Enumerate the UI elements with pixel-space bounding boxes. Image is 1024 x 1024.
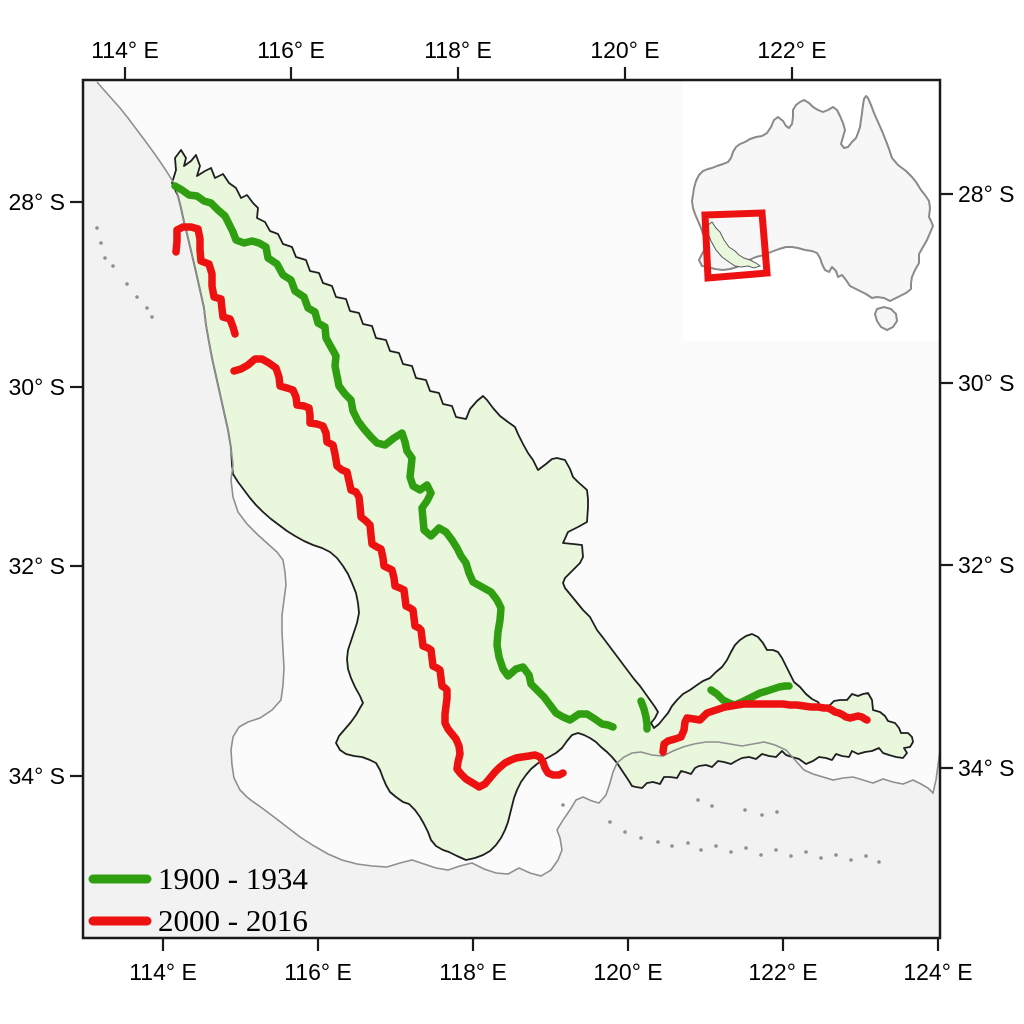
- right-axis-label: 34° S: [958, 755, 1015, 781]
- island-dot: [656, 840, 660, 844]
- boundary-1900-1934: [707, 682, 793, 709]
- island-dot: [834, 853, 838, 857]
- map-frame: [81, 78, 942, 940]
- island-dot: [125, 282, 129, 286]
- island-dot: [864, 854, 868, 858]
- right-axis-label: 32° S: [958, 552, 1015, 578]
- top-axis-label: 122° E: [757, 37, 826, 63]
- bottom-axis-label: 116° E: [284, 959, 352, 985]
- left-axis-label: 32° S: [8, 553, 65, 579]
- left-axis-label: 28° S: [8, 189, 65, 215]
- island-dot: [819, 856, 823, 860]
- top-axis-label: 114° E: [91, 37, 159, 63]
- island-dot: [686, 841, 690, 845]
- right-axis-label: 30° S: [958, 370, 1015, 396]
- island-dot: [103, 256, 107, 260]
- island-dot: [95, 226, 99, 230]
- island-dot: [775, 810, 779, 814]
- bottom-axis-label: 118° E: [439, 959, 507, 985]
- island-dot: [608, 820, 612, 824]
- top-axis-label: 116° E: [257, 37, 325, 63]
- study-region: [171, 149, 914, 861]
- boundary-1900-1934: [171, 182, 617, 731]
- legend-label: 1900 - 1934: [158, 861, 308, 896]
- right-axis-label: 28° S: [958, 181, 1015, 207]
- island-dot: [150, 315, 154, 319]
- bottom-axis-label: 124° E: [903, 959, 972, 985]
- bottom-axis-label: 120° E: [593, 959, 662, 985]
- coastline: [96, 81, 940, 877]
- island-dot: [744, 846, 748, 850]
- island-dot: [729, 850, 733, 854]
- tasmania-outline: [873, 305, 899, 332]
- boundary-2000-2016: [230, 355, 567, 791]
- australia-outline: [691, 95, 934, 302]
- legend-label: 2000 - 2016: [158, 903, 308, 938]
- top-axis-label: 118° E: [424, 37, 492, 63]
- island-dot: [135, 295, 139, 299]
- left-axis-label: 30° S: [8, 374, 65, 400]
- island-dot: [696, 798, 700, 802]
- inset-map: [683, 81, 940, 341]
- island-dot: [699, 848, 703, 852]
- boundary-2000-2016: [172, 223, 239, 338]
- island-dot: [561, 803, 565, 807]
- island-dot: [759, 853, 763, 857]
- island-dot: [670, 844, 674, 848]
- bottom-axis-label: 122° E: [748, 959, 817, 985]
- top-axis-label: 120° E: [590, 37, 659, 63]
- island-dot: [849, 858, 853, 862]
- island-dot: [710, 804, 714, 808]
- island-dot: [789, 854, 793, 858]
- bottom-axis-label: 114° E: [129, 959, 197, 985]
- island-dot: [99, 241, 103, 245]
- island-dot: [623, 830, 627, 834]
- locator-rectangle: [701, 209, 771, 282]
- boundary-1900-1934: [637, 697, 651, 733]
- island-dot: [714, 844, 718, 848]
- island-dot: [760, 813, 764, 817]
- island-dot: [804, 850, 808, 854]
- island-dot: [877, 860, 881, 864]
- island-dot: [774, 848, 778, 852]
- left-axis-label: 34° S: [8, 763, 65, 789]
- island-dot: [639, 836, 643, 840]
- boundary-2000-2016: [659, 700, 871, 756]
- map-layers: [83, 80, 940, 938]
- inset-study-region: [706, 221, 762, 269]
- island-dot: [145, 306, 149, 310]
- island-dot: [743, 808, 747, 812]
- island-dot: [111, 264, 115, 268]
